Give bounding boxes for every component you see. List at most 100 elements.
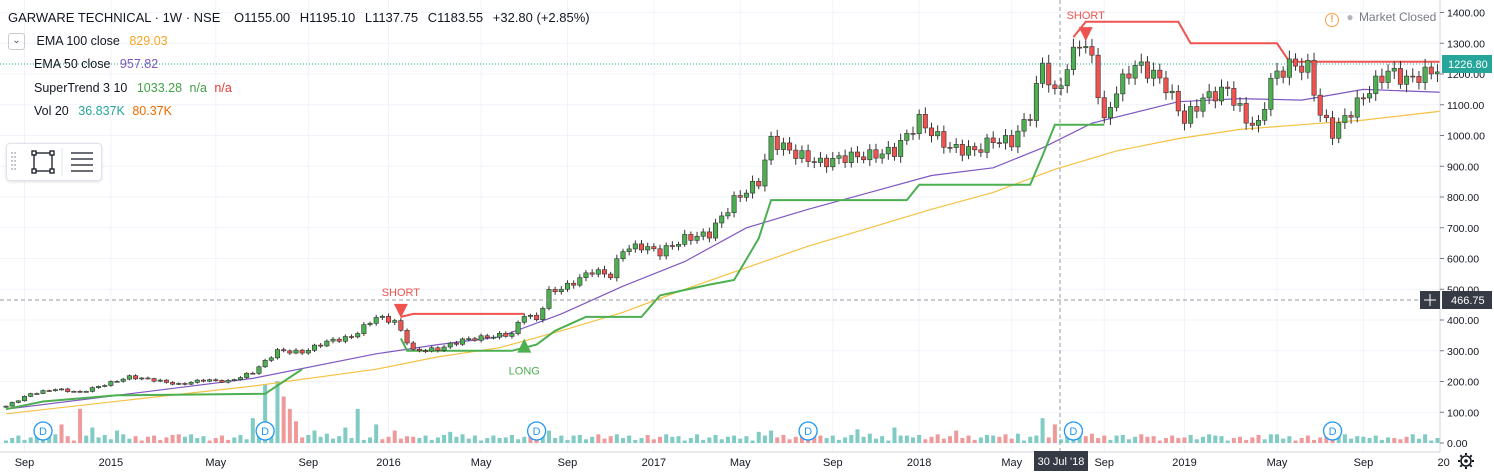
volume-bar xyxy=(1151,436,1156,443)
candle-body xyxy=(1225,86,1231,89)
candle-body xyxy=(1367,93,1373,99)
ema100-line xyxy=(5,110,1444,415)
crosshair-plus-icon[interactable] xyxy=(1420,291,1440,309)
crosshair-date-badge: 30 Jul '18 xyxy=(1034,451,1088,471)
market-status-label: Market Closed xyxy=(1358,10,1437,24)
volume-bar xyxy=(485,438,490,443)
indicator-ema50[interactable]: EMA 50 close 957.82 xyxy=(8,53,590,77)
volume-bar xyxy=(849,434,854,443)
candle-body xyxy=(83,391,89,393)
volume-bar xyxy=(1028,436,1033,443)
dividend-marker[interactable]: D xyxy=(255,421,275,441)
candle-body xyxy=(398,320,404,331)
dividend-marker-label: D xyxy=(533,426,541,438)
time-axis-background xyxy=(0,452,1494,474)
candle-body xyxy=(1323,114,1329,119)
price-tick-label: 700.00 xyxy=(1447,223,1479,235)
indicator-value: 829.03 xyxy=(129,33,168,48)
candle-body xyxy=(293,349,299,354)
candle-body xyxy=(324,340,330,347)
time-tick-label: May xyxy=(1001,457,1022,469)
candle-body xyxy=(984,137,990,153)
volume-bar xyxy=(355,408,360,443)
volume-bar xyxy=(435,437,440,443)
candle-body xyxy=(694,235,700,241)
volume-bar xyxy=(806,438,811,443)
ohlc-low-value: 1137.75 xyxy=(372,10,419,25)
candle-body xyxy=(891,146,897,157)
dividend-marker[interactable]: D xyxy=(798,421,818,441)
ohlc-open-value: 1155.00 xyxy=(244,10,291,25)
candle-body xyxy=(1354,97,1360,118)
volume-bar xyxy=(133,436,138,443)
dividend-marker-label: D xyxy=(1329,426,1337,438)
rectangle-tool-icon[interactable] xyxy=(31,150,55,174)
alert-exclamation-icon[interactable]: ! xyxy=(1325,13,1339,27)
volume-bar xyxy=(935,434,940,443)
volume-bar xyxy=(158,439,163,443)
volume-bar xyxy=(472,435,477,443)
candle-body xyxy=(447,342,453,348)
candle-body xyxy=(1268,77,1274,110)
volume-bar xyxy=(565,439,570,443)
dividend-marker[interactable]: D xyxy=(1063,421,1084,441)
candle-body xyxy=(540,308,546,321)
volume-bar xyxy=(1194,439,1199,443)
volume-bar xyxy=(688,438,693,443)
candle-body xyxy=(305,350,311,354)
time-axis[interactable]: Sep 2015 May Sep 2016 May Sep 2017 May Sep 2018 May… xyxy=(0,451,1494,474)
candle-body xyxy=(373,317,379,324)
dividend-marker[interactable]: D xyxy=(526,421,547,441)
volume-bar xyxy=(583,439,588,443)
price-tick-label: 0.00 xyxy=(1447,438,1468,450)
collapse-legend-chevron-icon[interactable]: ⌄ xyxy=(8,32,25,50)
candle-body xyxy=(1416,76,1422,83)
dividend-marker-circle xyxy=(798,421,818,441)
candle-body xyxy=(102,385,108,387)
price-tick-label: 200.00 xyxy=(1447,377,1479,389)
candle-body xyxy=(571,282,577,286)
price-axis[interactable]: 0.00100.00200.00300.00400.00500.00600.00… xyxy=(1439,0,1494,452)
lines-tool-icon[interactable] xyxy=(71,152,93,172)
volume-bar xyxy=(1238,436,1242,443)
time-tick-label: Sep xyxy=(558,457,578,469)
drag-handle-icon[interactable] xyxy=(11,152,16,170)
candle-body xyxy=(799,150,805,159)
candle-body xyxy=(959,144,965,156)
candle-body xyxy=(416,348,422,351)
price-tick-label: 900.00 xyxy=(1447,161,1479,173)
indicator-volume[interactable]: Vol 20 36.837K 80.37K xyxy=(8,100,590,124)
volume-bar xyxy=(152,435,157,443)
volume-bar xyxy=(4,440,8,443)
candle-body xyxy=(620,251,626,260)
candle-body xyxy=(262,360,268,368)
time-tick-label: Sep xyxy=(823,457,843,469)
candle-body xyxy=(490,336,496,339)
candle-body xyxy=(108,381,114,386)
candle-body xyxy=(497,332,503,338)
candle-body xyxy=(1101,97,1107,119)
ohlc-close-key: C xyxy=(427,10,438,25)
market-status[interactable]: ! ● Market Closed xyxy=(1325,10,1436,27)
volume-bar xyxy=(775,437,780,443)
candle-body xyxy=(854,151,860,158)
volume-bar xyxy=(460,434,465,443)
dividend-marker[interactable]: D xyxy=(1322,421,1343,441)
candle-body xyxy=(435,347,441,351)
candle-body xyxy=(873,149,879,159)
candle-body xyxy=(1249,122,1255,126)
candle-body xyxy=(1040,62,1046,84)
candle-body xyxy=(774,135,780,150)
ema50-line xyxy=(5,88,1444,410)
indicator-ema100[interactable]: ⌄ EMA 100 close 829.03 xyxy=(8,30,590,54)
indicator-supertrend[interactable]: SuperTrend 3 10 1033.28 n/a n/a xyxy=(8,77,590,101)
candle-body xyxy=(1218,86,1224,102)
volume-bar xyxy=(226,439,231,443)
dividend-marker[interactable]: D xyxy=(33,421,53,441)
indicator-name: EMA 50 close xyxy=(34,57,111,71)
crosshair-date-label: 30 Jul '18 xyxy=(1038,456,1085,468)
settings-gear-icon[interactable] xyxy=(1458,453,1474,469)
volume-bar xyxy=(929,436,934,443)
